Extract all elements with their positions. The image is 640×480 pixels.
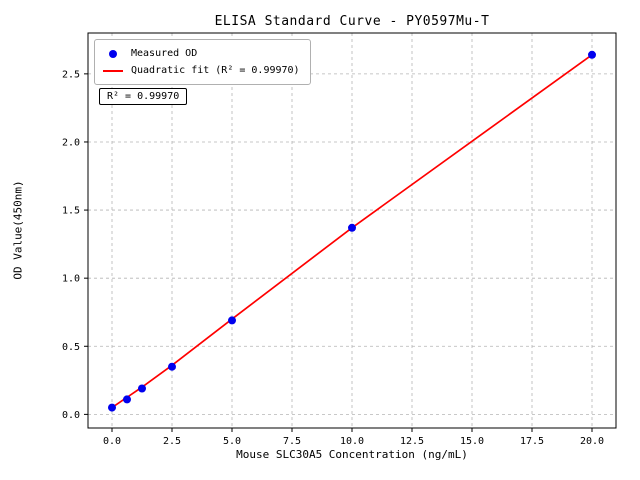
scatter-marker-icon (109, 49, 117, 58)
x-axis-label: Mouse SLC30A5 Concentration (ng/mL) (236, 448, 468, 461)
svg-text:0.0: 0.0 (103, 436, 121, 447)
svg-text:1.5: 1.5 (62, 206, 80, 217)
svg-text:2.5: 2.5 (62, 69, 80, 80)
svg-text:10.0: 10.0 (340, 436, 364, 447)
y-axis-label: OD Value(450nm) (11, 180, 25, 280)
fit-line-icon (103, 69, 123, 72)
chart-title: ELISA Standard Curve - PY0597Mu-T (214, 14, 490, 29)
svg-text:2.5: 2.5 (163, 436, 181, 447)
svg-text:15.0: 15.0 (460, 436, 484, 447)
svg-text:2.0: 2.0 (62, 137, 80, 148)
svg-text:0.5: 0.5 (62, 342, 80, 353)
svg-text:5.0: 5.0 (223, 436, 241, 447)
svg-text:1.0: 1.0 (62, 274, 80, 285)
svg-text:7.5: 7.5 (283, 436, 301, 447)
legend-label-quadratic-fit: Quadratic fit (R² = 0.99970) (131, 65, 300, 76)
svg-text:0.0: 0.0 (62, 410, 80, 421)
svg-text:12.5: 12.5 (400, 436, 424, 447)
legend: Measured OD Quadratic fit (R² = 0.99970) (94, 39, 311, 85)
legend-item-measured-od: Measured OD (103, 45, 300, 62)
r-squared-annotation: R² = 0.99970 (99, 88, 188, 105)
svg-text:20.0: 20.0 (580, 436, 604, 447)
legend-label-measured-od: Measured OD (131, 48, 198, 59)
svg-text:17.5: 17.5 (520, 436, 544, 447)
legend-item-quadratic-fit: Quadratic fit (R² = 0.99970) (103, 62, 300, 79)
